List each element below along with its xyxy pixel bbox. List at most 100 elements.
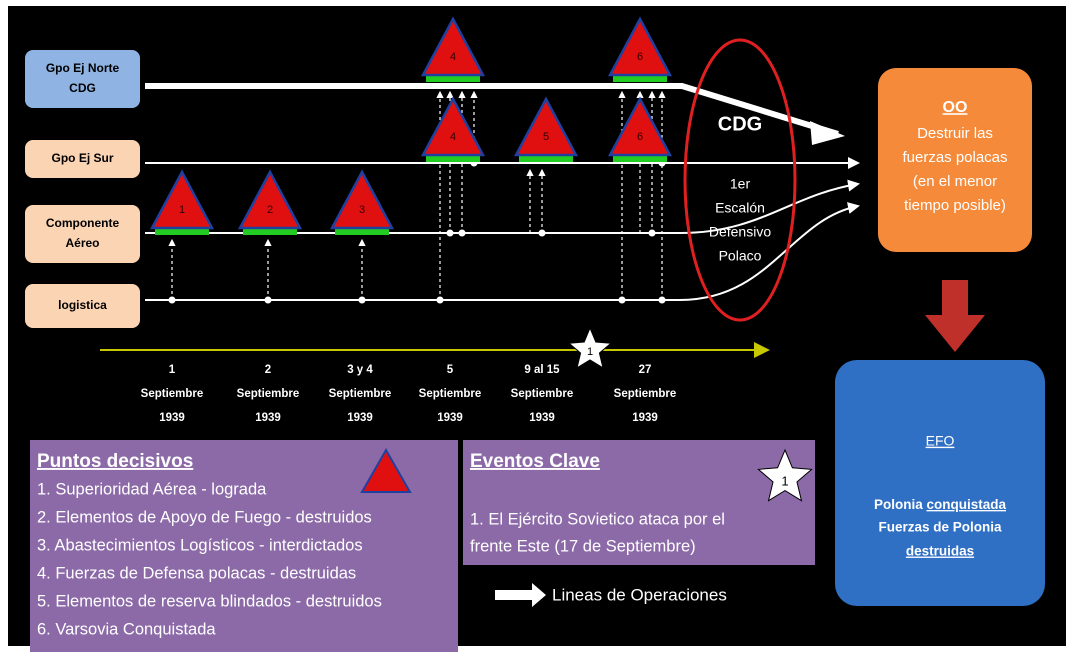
dot bbox=[648, 229, 656, 237]
date-label: 1939 bbox=[529, 412, 555, 424]
decisive-point-triangle bbox=[607, 16, 673, 77]
star-label: 1 bbox=[781, 473, 788, 488]
legend-label: Lineas de Operaciones bbox=[552, 585, 727, 604]
decisive-point-triangle bbox=[237, 169, 303, 230]
date-label: 1939 bbox=[437, 412, 463, 424]
green-bar bbox=[613, 76, 667, 82]
decisive-point-triangle bbox=[420, 96, 486, 157]
cdg-label: Polaco bbox=[719, 248, 762, 264]
date-label: 1939 bbox=[347, 412, 373, 424]
dot bbox=[446, 229, 454, 237]
key-events-star bbox=[757, 448, 813, 502]
legend-triangle bbox=[360, 447, 412, 493]
panel-item: 1. El Ejército Sovietico ataca por el bbox=[470, 510, 725, 528]
decisive-point-triangle bbox=[513, 96, 579, 157]
dot bbox=[618, 296, 626, 304]
dot bbox=[436, 296, 444, 304]
panel-title: Puntos decisivos bbox=[37, 451, 193, 472]
date-label: 1939 bbox=[159, 412, 185, 424]
dot bbox=[358, 296, 366, 304]
dot bbox=[538, 229, 546, 237]
date-label: 5 bbox=[447, 364, 454, 376]
objective-box bbox=[878, 68, 1032, 252]
objective-text: (en el menor bbox=[913, 173, 997, 190]
lane-label: Gpo Ej Norte bbox=[46, 61, 120, 75]
lane-box bbox=[25, 284, 140, 328]
end-state-box bbox=[835, 360, 1045, 606]
end-state-word: conquistada bbox=[927, 497, 1007, 512]
lane-label: logistica bbox=[58, 298, 107, 312]
end-state-line: Fuerzas de Polonia bbox=[878, 520, 1002, 535]
triangle-label: 6 bbox=[637, 51, 643, 63]
panel-item: 3. Abastecimientos Logísticos - interdic… bbox=[37, 536, 363, 554]
end-state-line: destruidas bbox=[906, 544, 974, 559]
objective-title: OO bbox=[943, 99, 968, 116]
legend-arrow bbox=[495, 583, 546, 607]
date-label: Septiembre bbox=[237, 388, 300, 400]
cdg-title: CDG bbox=[718, 113, 762, 135]
lane-box bbox=[25, 50, 140, 108]
date-label: Septiembre bbox=[511, 388, 574, 400]
date-label: 9 al 15 bbox=[524, 364, 560, 376]
date-label: 1939 bbox=[632, 412, 658, 424]
green-bar bbox=[155, 229, 209, 235]
lines bbox=[100, 83, 860, 358]
green-bar bbox=[519, 156, 573, 162]
decisive-point-triangle bbox=[607, 96, 673, 157]
triangle-label: 6 bbox=[637, 131, 643, 143]
lane-box bbox=[25, 205, 140, 263]
cdg-label: Escalón bbox=[715, 200, 765, 216]
triangle-label: 4 bbox=[450, 131, 456, 143]
triangle-label: 4 bbox=[450, 51, 456, 63]
date-label: 2 bbox=[265, 364, 271, 376]
panel-item: 2. Elementos de Apoyo de Fuego - destrui… bbox=[37, 508, 372, 526]
end-state-line: Polonia conquistada bbox=[874, 497, 1007, 512]
decisive-point-triangle bbox=[420, 16, 486, 77]
triangle-label: 5 bbox=[543, 131, 549, 143]
lane-box bbox=[25, 140, 140, 178]
panel-item: 5. Elementos de reserva blindados - dest… bbox=[37, 592, 382, 610]
green-bar bbox=[243, 229, 297, 235]
lane-label: Aéreo bbox=[65, 236, 99, 250]
objective-text: tiempo posible) bbox=[904, 197, 1006, 214]
green-bar bbox=[613, 156, 667, 162]
green-bar bbox=[335, 229, 389, 235]
green-bar bbox=[426, 76, 480, 82]
triangle-label: 3 bbox=[359, 204, 365, 216]
cdg-zone bbox=[683, 38, 797, 322]
panel-item: 1. Superioridad Aérea - lograda bbox=[37, 480, 267, 498]
decisive-point-triangle bbox=[149, 169, 215, 230]
dot bbox=[168, 296, 176, 304]
star-label: 1 bbox=[587, 346, 593, 358]
down-arrow bbox=[925, 280, 985, 352]
objective-text: Destruir las bbox=[917, 125, 993, 142]
lane-label: Componente bbox=[46, 216, 120, 230]
panel-item: 4. Fuerzas de Defensa polacas - destruid… bbox=[37, 564, 356, 582]
date-label: 1939 bbox=[255, 412, 281, 424]
key-events-box bbox=[463, 440, 815, 565]
cdg-label: Defensivo bbox=[709, 224, 771, 240]
date-label: 1 bbox=[169, 364, 176, 376]
panel-title: Eventos Clave bbox=[470, 451, 600, 472]
date-label: Septiembre bbox=[141, 388, 204, 400]
dot bbox=[458, 229, 466, 237]
green-bar bbox=[426, 156, 480, 162]
line-norte bbox=[145, 83, 839, 137]
triangle-label: 1 bbox=[179, 204, 185, 216]
date-label: Septiembre bbox=[614, 388, 677, 400]
date-label: 27 bbox=[639, 364, 652, 376]
end-state-word: Polonia bbox=[874, 497, 923, 512]
panel-item: 6. Varsovia Conquistada bbox=[37, 620, 216, 638]
cdg-label: 1er bbox=[730, 176, 751, 192]
dot bbox=[658, 296, 666, 304]
triangle-label: 2 bbox=[267, 204, 273, 216]
objective-text: fuerzas polacas bbox=[902, 149, 1007, 166]
end-state-title: EFO bbox=[926, 433, 955, 449]
date-label: 3 y 4 bbox=[347, 364, 373, 376]
panel-item: frente Este (17 de Septiembre) bbox=[470, 537, 696, 555]
date-label: Septiembre bbox=[329, 388, 392, 400]
lane-label: CDG bbox=[69, 81, 96, 95]
decisive-point-triangle bbox=[329, 169, 395, 230]
date-label: Septiembre bbox=[419, 388, 482, 400]
